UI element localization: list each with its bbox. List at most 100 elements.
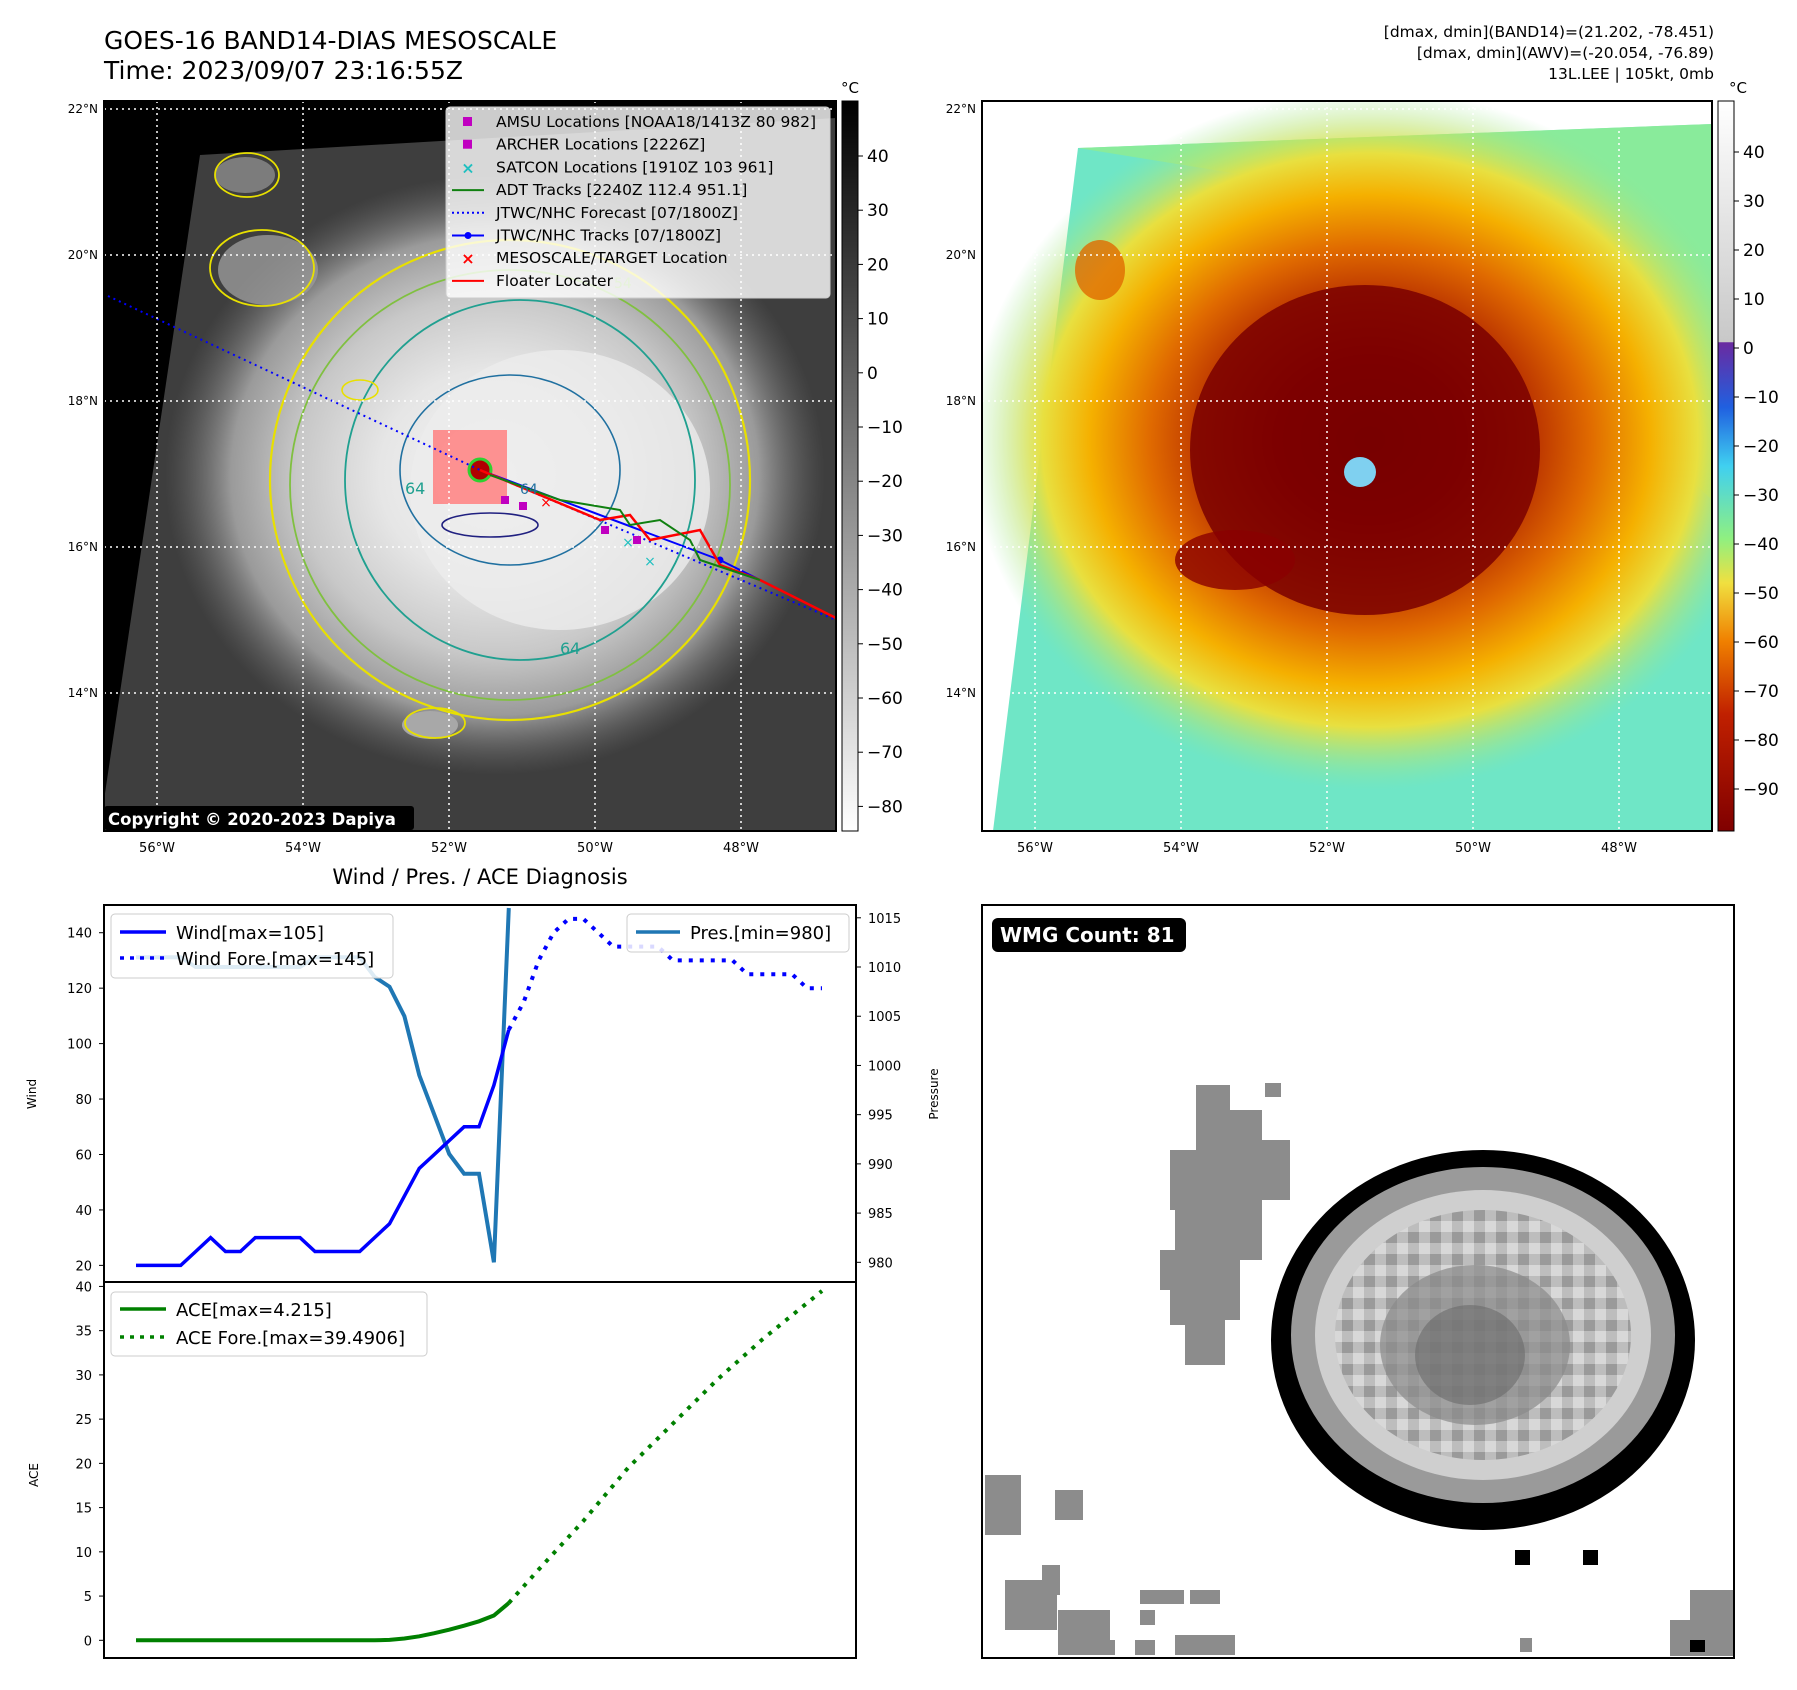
series-line — [507, 1289, 824, 1605]
axis-tick-label: 10 — [75, 1546, 92, 1561]
lon-label: 48°W — [723, 841, 759, 856]
title-line-1: GOES-16 BAND14-DIAS MESOSCALE — [104, 26, 558, 55]
figure-title: GOES-16 BAND14-DIAS MESOSCALE Time: 2023/… — [104, 26, 557, 86]
colorbar-tick: −50 — [867, 635, 903, 655]
colorbar-tick: −70 — [867, 743, 903, 763]
legend-pressure: Pres.[min=980] — [690, 923, 831, 944]
lat-lon-labels: 22°N 22°N 20°N 20°N 18°N 18°N 16°N 16°N 14°N 14°N… — [68, 102, 1637, 856]
diagnosis-title: Wind / Pres. / ACE Diagnosis — [332, 865, 627, 889]
contour-blue — [399, 374, 621, 566]
axis-tick-label: 35 — [75, 1325, 92, 1340]
axis-tick-label: 1000 — [868, 1059, 901, 1074]
svg-text:×: × — [461, 249, 474, 268]
info-line-3: 13L.LEE | 105kt, 0mb — [1548, 65, 1714, 83]
info-line-1: [dmax, dmin](BAND14)=(21.202, -78.451) — [1383, 23, 1714, 41]
intensity-info: [dmax, dmin](BAND14)=(21.202, -78.451) [… — [1384, 22, 1714, 85]
colorbar-tick: 40 — [867, 147, 889, 167]
colorbar-tick: −80 — [867, 797, 903, 817]
colorbar-tick: −10 — [1743, 388, 1779, 408]
svg-text:×: × — [644, 554, 656, 570]
colorbar-tick: −40 — [867, 581, 903, 601]
axis-tick-label: 1005 — [868, 1010, 901, 1025]
axis-tick-label: 60 — [75, 1148, 92, 1163]
colorbar-tick: −20 — [867, 472, 903, 492]
lon-label: 56°W — [139, 841, 175, 856]
colorbar-tick: 10 — [867, 310, 889, 330]
legend-wind: Wind[max=105] — [176, 923, 324, 944]
legend-item: AMSU Locations [NOAA18/1413Z 80 982] — [463, 113, 816, 131]
legend-item: × MESOSCALE/TARGET Location — [461, 249, 727, 268]
lat-label: 14°N — [946, 686, 976, 700]
colorbar-tick: 30 — [867, 201, 889, 221]
lon-label: 52°W — [431, 841, 467, 856]
ace-legend: ACE[max=4.215] ACE Fore.[max=39.4906] — [110, 1291, 428, 1357]
ir-grayscale-map: × × × 64 64 64 54 Copyright © 2020-2023 … — [103, 100, 837, 832]
axis-tick-label: 100 — [67, 1038, 92, 1053]
axis-tick-label: 30 — [75, 1369, 92, 1384]
svg-text:×: × — [622, 535, 634, 551]
contour-label: 64 — [560, 639, 580, 658]
map-gridlines — [982, 101, 1712, 831]
legend-label: SATCON Locations [1910Z 103 961] — [496, 158, 773, 176]
colorbar-tick: −60 — [867, 689, 903, 709]
legend-ace: ACE[max=4.215] — [176, 1300, 332, 1321]
wind-legend: Wind[max=105] Wind Fore.[max=145] — [110, 913, 394, 979]
series-line — [136, 1601, 511, 1643]
legend-item: JTWC/NHC Tracks [07/1800Z] — [452, 227, 721, 245]
legend-label: Floater Locater — [496, 272, 614, 290]
ace-chart: 0 5 10 15 20 25 30 35 40 ACE ACE[max=4.215] ACE … — [27, 1280, 857, 1659]
lat-label: 20°N — [68, 248, 98, 262]
legend-ace-fore: ACE Fore.[max=39.4906] — [176, 1328, 405, 1349]
colorbar-tick: −90 — [1743, 780, 1779, 800]
legend-label: JTWC/NHC Forecast [07/1800Z] — [495, 204, 738, 222]
lat-label: 18°N — [946, 394, 976, 408]
legend-label: MESOSCALE/TARGET Location — [496, 249, 728, 267]
map-legend: AMSU Locations [NOAA18/1413Z 80 982] ARCH… — [445, 106, 831, 299]
svg-text:×: × — [540, 495, 552, 511]
colorbar-tick: 20 — [867, 255, 889, 275]
contour-teal — [344, 299, 696, 661]
ace-axis-label: ACE — [27, 1463, 41, 1487]
series-line — [136, 1029, 511, 1268]
lon-label: 54°W — [285, 841, 321, 856]
legend-item: ADT Tracks [2240Z 112.4 951.1] — [452, 181, 747, 199]
axis-tick-label: 140 — [67, 927, 92, 942]
colorbar-tick: 40 — [1743, 143, 1765, 163]
legend-label: AMSU Locations [NOAA18/1413Z 80 982] — [496, 113, 816, 131]
legend-label: ARCHER Locations [2226Z] — [496, 136, 705, 154]
axis-tick-label: 20 — [75, 1457, 92, 1472]
pressure-legend: Pres.[min=980] — [626, 913, 850, 953]
wind-axis-label: Wind — [25, 1079, 39, 1109]
legend-label: JTWC/NHC Tracks [07/1800Z] — [495, 227, 721, 245]
legend-item: × SATCON Locations [1910Z 103 961] — [461, 158, 773, 177]
axis-tick-label: 40 — [75, 1204, 92, 1219]
colorbar-tick: −10 — [867, 418, 903, 438]
colorbar-tick: −50 — [1743, 584, 1779, 604]
axis-tick-label: 985 — [868, 1207, 893, 1222]
adt-track — [489, 474, 761, 581]
axis-tick-label: 5 — [84, 1590, 92, 1605]
wmg-panel: WMG Count: 81 — [981, 904, 1735, 1659]
legend-item: ARCHER Locations [2226Z] — [463, 136, 705, 154]
colorbar-tick: −60 — [1743, 633, 1779, 653]
contour-label: 64 — [405, 479, 425, 498]
axis-tick-label: 980 — [868, 1256, 893, 1271]
wmg-count-label: WMG Count: 81 — [1000, 923, 1175, 947]
legend-wind-fore: Wind Fore.[max=145] — [176, 949, 374, 970]
lon-label: 52°W — [1309, 841, 1345, 856]
legend-item: Floater Locater — [452, 272, 614, 290]
colorbar-tick: −40 — [1743, 535, 1779, 555]
lat-label: 16°N — [946, 540, 976, 554]
wind-pressure-chart: 20 40 60 80 100 120 140 980 985 990 995 1000 1005 10… — [25, 904, 941, 1283]
colorbar-tick: 0 — [1743, 339, 1754, 359]
lon-label: 50°W — [1455, 841, 1491, 856]
contour-label: 64 — [520, 482, 538, 498]
colorbar-tick: 10 — [1743, 290, 1765, 310]
lon-label: 56°W — [1017, 841, 1053, 856]
colorbar-tick: 0 — [867, 364, 878, 384]
lon-label: 50°W — [577, 841, 613, 856]
color-colorbar: °C 40 30 20 10 0 −10 −20 −30 −40 −50 −60 −70 −80 −90 — [1717, 79, 1779, 832]
wmg-rainband — [1160, 1085, 1290, 1365]
axis-tick-label: 40 — [75, 1280, 92, 1295]
